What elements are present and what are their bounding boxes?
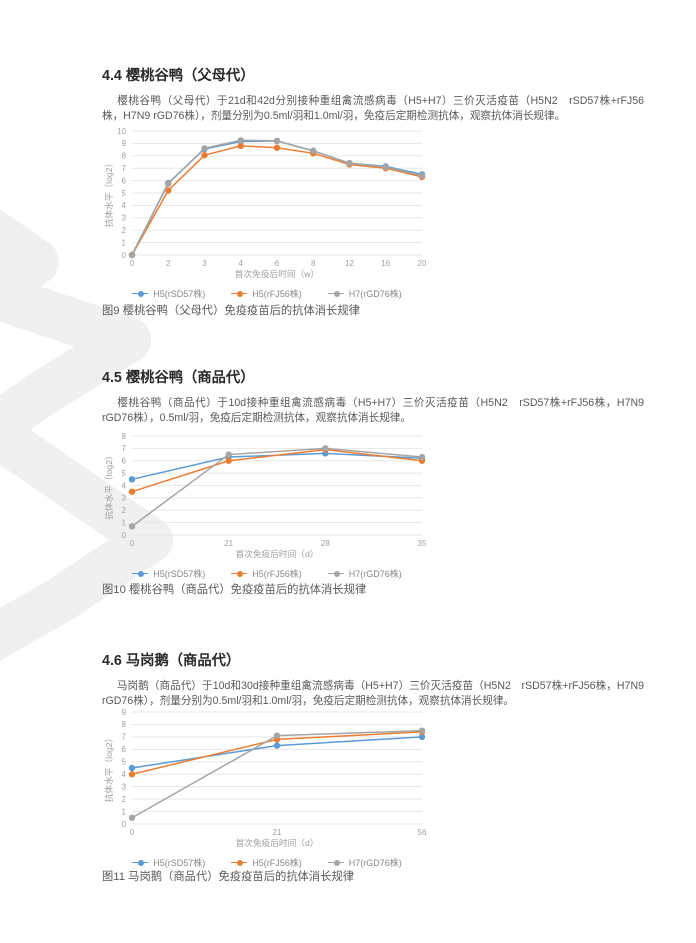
svg-text:首次免疫后时间（w）: 首次免疫后时间（w）	[235, 268, 319, 279]
svg-text:2: 2	[122, 795, 127, 804]
svg-text:0: 0	[122, 820, 127, 829]
svg-text:抗体水平（log2）: 抗体水平（log2）	[103, 159, 114, 228]
svg-text:28: 28	[321, 539, 330, 548]
svg-text:16: 16	[381, 259, 390, 268]
svg-text:首次免疫后时间（d）: 首次免疫后时间（d）	[235, 548, 318, 559]
svg-text:4: 4	[122, 481, 127, 490]
svg-text:20: 20	[418, 259, 427, 268]
svg-text:7: 7	[122, 444, 127, 453]
svg-text:2: 2	[166, 259, 171, 268]
svg-text:3: 3	[122, 782, 127, 791]
svg-text:0: 0	[130, 539, 135, 548]
svg-text:3: 3	[122, 214, 127, 223]
svg-text:2: 2	[122, 226, 127, 235]
svg-text:7: 7	[122, 164, 127, 173]
svg-text:0: 0	[122, 251, 127, 260]
svg-text:12: 12	[345, 259, 354, 268]
svg-text:10: 10	[117, 127, 126, 136]
svg-text:4: 4	[122, 201, 127, 210]
svg-text:5: 5	[122, 758, 127, 767]
svg-text:4: 4	[239, 259, 244, 268]
svg-text:21: 21	[273, 828, 282, 837]
svg-text:1: 1	[122, 518, 127, 527]
svg-text:56: 56	[418, 828, 427, 837]
svg-text:8: 8	[122, 152, 127, 161]
svg-text:8: 8	[122, 432, 127, 441]
svg-text:3: 3	[202, 259, 207, 268]
svg-text:8: 8	[311, 259, 316, 268]
svg-text:0: 0	[130, 259, 135, 268]
svg-text:6: 6	[122, 745, 127, 754]
svg-text:抗体水平（log2）: 抗体水平（log2）	[103, 734, 114, 803]
svg-text:6: 6	[275, 259, 280, 268]
svg-text:7: 7	[122, 733, 127, 742]
svg-text:1: 1	[122, 238, 127, 247]
svg-text:21: 21	[224, 539, 233, 548]
svg-text:9: 9	[122, 139, 127, 148]
svg-text:6: 6	[122, 457, 127, 466]
svg-text:3: 3	[122, 494, 127, 503]
svg-text:5: 5	[122, 469, 127, 478]
svg-text:2: 2	[122, 506, 127, 515]
svg-text:抗体水平（log2）: 抗体水平（log2）	[103, 451, 114, 520]
svg-text:0: 0	[130, 828, 135, 837]
svg-text:9: 9	[122, 708, 127, 717]
svg-text:8: 8	[122, 720, 127, 729]
svg-text:6: 6	[122, 176, 127, 185]
svg-text:35: 35	[418, 539, 427, 548]
svg-text:4: 4	[122, 770, 127, 779]
svg-text:1: 1	[122, 807, 127, 816]
svg-text:0: 0	[122, 531, 127, 540]
svg-text:首次免疫后时间（d）: 首次免疫后时间（d）	[235, 837, 318, 848]
svg-text:5: 5	[122, 189, 127, 198]
